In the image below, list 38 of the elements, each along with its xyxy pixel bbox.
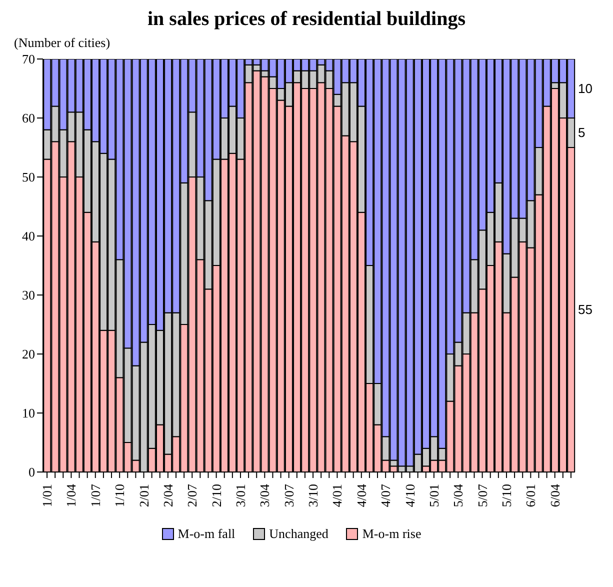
y-tick-label: 0	[28, 464, 35, 480]
x-tick-label: 2/01	[136, 484, 152, 508]
x-tick-label: 2/07	[184, 484, 200, 508]
x-tick-label: 2/10	[208, 484, 224, 508]
x-tick-label: 3/07	[281, 484, 296, 508]
data-label: 10	[578, 80, 592, 96]
y-tick-label: 60	[22, 110, 35, 126]
x-tick-label: 1/01	[40, 484, 55, 508]
y-tick-label: 30	[22, 288, 35, 303]
y-axis-title: (Number of cities)	[14, 35, 112, 51]
x-tick-label: 4/10	[402, 484, 418, 508]
x-tick-label: 4/01	[330, 484, 345, 508]
y-tick-label: 70	[22, 52, 35, 67]
y-tick-label: 40	[22, 228, 35, 244]
x-tick-label: 3/01	[232, 484, 248, 508]
x-tick-label: 1/10	[112, 484, 128, 508]
y-tick-label: 20	[22, 346, 35, 362]
x-tick-label: 5/01	[426, 484, 442, 508]
x-tick-label: 5/10	[498, 484, 514, 508]
data-label: 5	[578, 124, 586, 141]
x-tick-label: 3/10	[306, 484, 321, 508]
y-tick-label: 10	[22, 406, 35, 421]
legend-label: Unchanged	[268, 526, 328, 542]
x-tick-label: 4/07	[378, 484, 394, 508]
x-tick-label: 5/04	[450, 484, 466, 508]
data-label: 55	[578, 302, 592, 318]
x-tick-label: 3/04	[257, 484, 272, 508]
legend-label: M-o-m rise	[361, 526, 422, 542]
x-tick-label: 6/04	[547, 484, 562, 508]
x-tick-label: 1/04	[64, 484, 79, 508]
x-tick-label: 5/07	[474, 484, 490, 508]
y-tick-label: 50	[22, 170, 35, 185]
x-tick-label: 2/04	[160, 484, 176, 508]
legend-label: M-o-m fall	[176, 526, 236, 542]
chart-title: in sales prices of residential buildings	[146, 8, 466, 31]
x-tick-label: 4/04	[354, 484, 369, 508]
x-tick-label: 6/01	[523, 484, 538, 508]
x-tick-label: 1/07	[88, 484, 103, 508]
